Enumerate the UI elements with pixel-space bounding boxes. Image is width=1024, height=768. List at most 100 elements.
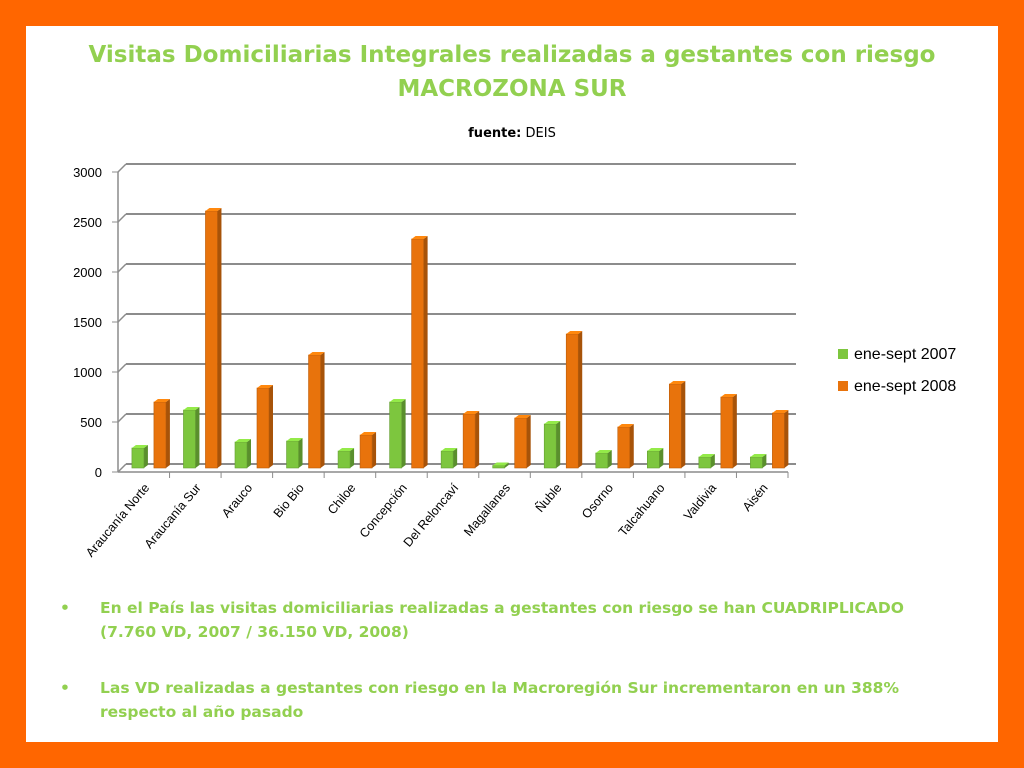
bar-side: [526, 415, 531, 468]
bullet-list: • En el País las visitas domiciliarias r…: [56, 596, 956, 756]
legend-label: ene-sept 2008: [854, 378, 956, 395]
bar: [565, 333, 579, 469]
x-tick-label: Aisén: [740, 481, 771, 514]
bar: [492, 465, 505, 469]
bullet-icon: •: [60, 679, 70, 697]
bar-top: [411, 236, 428, 239]
bar: [205, 210, 218, 469]
bar: [153, 401, 167, 469]
bar: [308, 354, 321, 469]
bar-side: [401, 399, 406, 468]
x-tick-label: Valdivia: [681, 481, 719, 523]
slide: Visitas Domiciliarias Integrales realiza…: [26, 26, 998, 742]
bullet-icon: •: [60, 599, 70, 617]
bar-top: [183, 407, 200, 410]
bullet-text: En el País las visitas domiciliarias rea…: [100, 599, 904, 641]
x-tick-label: Arauco: [219, 481, 255, 520]
bar-side: [710, 454, 715, 468]
bar: [131, 447, 145, 469]
gridline-depth: [117, 313, 127, 323]
bar: [411, 238, 424, 469]
bar: [698, 456, 712, 469]
bar: [750, 456, 763, 469]
bar: [183, 409, 196, 469]
bar-chart: 0 500 1000 1500 2000 2500 3000 Araucanía Norte A…: [73, 163, 956, 560]
bullet-text: Las VD realizadas a gestantes con riesgo…: [100, 679, 899, 721]
x-tick-label: Bio Bio: [271, 481, 307, 520]
bar-side: [217, 208, 222, 468]
bar-top: [750, 454, 767, 457]
bar-side: [423, 236, 428, 468]
bar-side: [784, 410, 789, 468]
x-tick-label: Del Reloncaví: [401, 481, 462, 550]
bar-side: [504, 462, 509, 468]
title-line-1: Visitas Domiciliarias Integrales realiza…: [88, 42, 936, 68]
x-tick-label: Talcahuano: [616, 481, 668, 539]
bar: [286, 440, 299, 469]
y-tick-label: 0: [95, 465, 102, 480]
legend-swatch: [838, 381, 848, 391]
bar-top: [308, 352, 325, 355]
bar-side: [762, 454, 767, 468]
bar-side: [629, 424, 634, 468]
bar-top: [131, 445, 148, 448]
bar: [720, 396, 734, 469]
bar-top: [286, 438, 303, 441]
bar-top: [234, 439, 251, 442]
y-tick-label: 500: [80, 415, 102, 430]
bar-side: [268, 385, 273, 468]
bar-top: [617, 424, 634, 427]
bar-top: [544, 421, 561, 424]
bar-top: [256, 385, 273, 388]
bar-side: [732, 394, 737, 468]
page-title: Visitas Domiciliarias Integrales realiza…: [26, 38, 998, 106]
gridline-depth: [117, 363, 127, 373]
bar: [617, 426, 631, 469]
bar-side: [681, 381, 686, 468]
bar-top: [205, 208, 222, 211]
bar-side: [165, 399, 170, 468]
gridline-depth: [117, 463, 127, 473]
bar-top: [566, 331, 583, 334]
x-tick-label: Magallanes: [461, 481, 513, 539]
x-tick-label: Araucanía Norte: [83, 481, 152, 560]
bar: [359, 434, 373, 469]
y-tick-label: 1500: [73, 315, 102, 330]
bar-top: [389, 399, 406, 402]
source-value: DEIS: [525, 126, 556, 141]
title-line-2: MACROZONA SUR: [397, 76, 627, 102]
bar-top: [772, 410, 789, 413]
bar: [646, 450, 660, 469]
bar-side: [556, 421, 561, 468]
bar-side: [298, 438, 303, 468]
bar: [595, 452, 609, 469]
bar-side: [246, 439, 251, 468]
x-tick-label: Chiloe: [325, 481, 359, 517]
y-tick-label: 1000: [73, 365, 102, 380]
bullet-item: • Las VD realizadas a gestantes con ries…: [56, 676, 956, 724]
y-tick-label: 2500: [73, 215, 102, 230]
bar-side: [143, 445, 148, 468]
bar-side: [350, 448, 355, 468]
bar: [543, 423, 557, 469]
bar: [337, 450, 351, 469]
bar-top: [595, 450, 612, 453]
source-note: fuente: DEIS: [26, 126, 998, 141]
bar: [389, 401, 402, 469]
bar-top: [153, 399, 170, 402]
x-tick-label: Ñuble: [533, 481, 565, 515]
y-tick-label: 3000: [73, 165, 102, 180]
x-tick-label: Concepción: [357, 481, 410, 541]
legend-swatch: [838, 349, 848, 359]
bar-top: [720, 394, 737, 397]
bar-side: [578, 331, 583, 468]
bar-side: [607, 450, 612, 468]
y-tick-label: 2000: [73, 265, 102, 280]
bar-side: [195, 407, 200, 468]
bar-top: [514, 415, 531, 418]
bar-side: [453, 448, 458, 468]
bar-top: [698, 454, 715, 457]
gridline-depth: [117, 413, 127, 423]
bar: [462, 413, 476, 469]
legend-label: ene-sept 2007: [854, 346, 956, 363]
